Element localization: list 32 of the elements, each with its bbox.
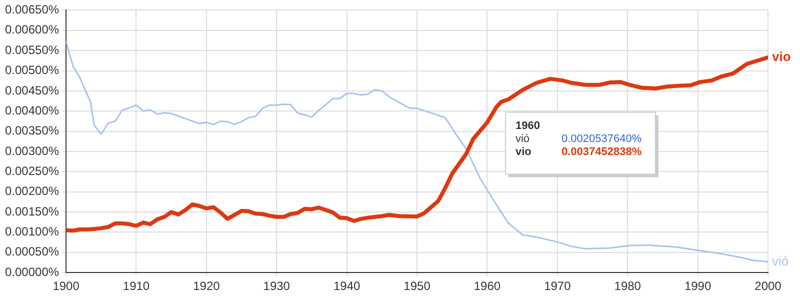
y-tick-label: 0.00550% xyxy=(5,42,60,57)
y-tick-label: 0.00100% xyxy=(5,224,60,239)
y-tick-label: 0.00300% xyxy=(5,144,60,158)
x-tick-label: 1980 xyxy=(614,279,642,294)
x-tick-label: 1950 xyxy=(404,279,431,294)
series-label: vió xyxy=(772,253,789,268)
x-tick-label: 1960 xyxy=(474,279,501,294)
x-tick-label: 1970 xyxy=(544,279,572,294)
annotation: vio xyxy=(515,146,532,158)
x-tick-label: 1990 xyxy=(684,279,712,294)
annotation: 0.0037452838% xyxy=(561,146,642,158)
y-tick-label: 0.00400% xyxy=(5,103,60,118)
y-tick-label: 0.00350% xyxy=(5,124,60,138)
series-label: vio xyxy=(772,49,791,64)
x-tick-label: 1940 xyxy=(333,279,360,294)
y-tick-label: 0.00150% xyxy=(5,204,60,218)
x-tick-label: 1920 xyxy=(193,279,220,294)
annotation: 0.0020537640% xyxy=(561,133,642,146)
y-tick-label: 0.00000% xyxy=(5,264,60,279)
y-tick-label: 0.00250% xyxy=(5,164,60,178)
x-tick-label: 1900 xyxy=(52,279,80,294)
y-tick-label: 0.00050% xyxy=(5,244,60,259)
y-tick-label: 0.00500% xyxy=(5,63,60,78)
y-tick-label: 0.00600% xyxy=(5,22,60,37)
x-tick-label: 2000 xyxy=(754,279,782,294)
y-tick-label: 0.00200% xyxy=(5,184,60,198)
x-tick-label: 1910 xyxy=(122,279,150,294)
y-tick-label: 0.00450% xyxy=(5,83,60,98)
annotation: 1960 xyxy=(515,120,540,132)
y-tick-label: 0.00650% xyxy=(5,2,60,17)
annotation: vió xyxy=(515,133,530,146)
x-tick-label: 1930 xyxy=(263,279,290,294)
